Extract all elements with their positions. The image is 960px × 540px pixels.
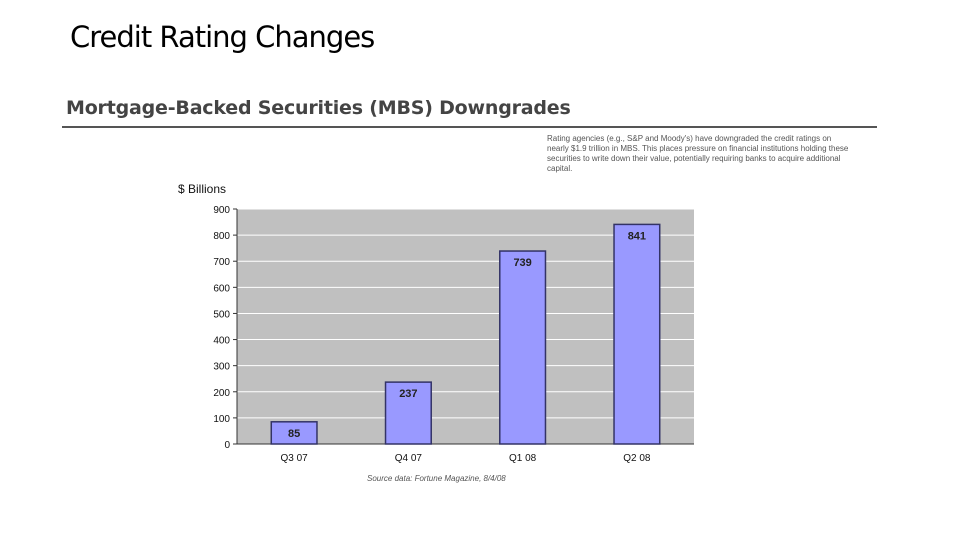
x-tick-label: Q4 07 (395, 453, 423, 464)
y-tick-label: 200 (213, 388, 230, 399)
data-label: 237 (399, 388, 417, 400)
data-label: 85 (288, 428, 300, 440)
x-tick-label: Q3 07 (281, 453, 309, 464)
x-tick-label: Q1 08 (509, 453, 537, 464)
y-tick-label: 300 (213, 362, 230, 373)
bar-q2-08 (613, 223, 661, 445)
y-tick-label: 900 (213, 205, 230, 216)
y-tick-label: 800 (213, 231, 230, 242)
y-tick-label: 500 (213, 309, 230, 320)
data-label: 841 (628, 230, 646, 242)
bar-q1-08 (499, 250, 547, 445)
y-tick-label: 400 (213, 336, 230, 347)
y-axis-label: $ Billions (178, 182, 227, 196)
y-tick-label: 100 (213, 414, 230, 425)
figure-title: Mortgage-Backed Securities (MBS) Downgra… (66, 97, 571, 119)
slide-title: Credit Rating Changes (70, 20, 375, 54)
y-tick-label: 0 (224, 440, 230, 451)
data-label: 739 (513, 257, 531, 269)
figure-note: Rating agencies (e.g., S&P and Moody's) … (547, 134, 849, 173)
bar-q4-07 (384, 381, 432, 445)
title-rule (62, 126, 877, 128)
x-tick-label: Q2 08 (623, 453, 651, 464)
y-tick-label: 600 (213, 283, 230, 294)
bar-q3-07 (270, 421, 318, 445)
y-tick-label: 700 (213, 257, 230, 268)
source-note: Source data: Fortune Magazine, 8/4/08 (367, 474, 506, 483)
